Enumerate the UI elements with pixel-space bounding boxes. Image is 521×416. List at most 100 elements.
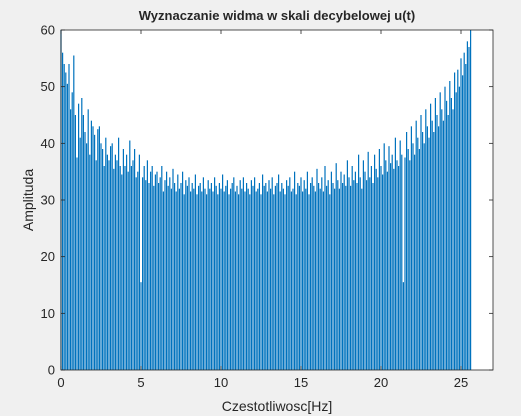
- bar: [92, 126, 94, 370]
- bar: [430, 103, 432, 371]
- chart-title: Wyznaczanie widma w skali decybelowej u(…: [139, 8, 415, 23]
- bar: [332, 183, 334, 370]
- bar: [166, 171, 168, 370]
- bar: [81, 98, 83, 370]
- bar: [313, 185, 315, 370]
- bar: [129, 140, 131, 370]
- bar: [122, 149, 124, 370]
- bar: [204, 188, 206, 370]
- bar: [426, 126, 428, 370]
- bar: [246, 183, 248, 370]
- bar: [202, 177, 204, 370]
- bar: [431, 120, 433, 370]
- bar: [450, 98, 452, 370]
- bar: [199, 183, 201, 370]
- bar: [196, 194, 198, 370]
- bar: [242, 177, 244, 370]
- bar: [244, 191, 246, 370]
- bar: [380, 166, 382, 370]
- bar: [470, 30, 472, 370]
- bar: [274, 185, 276, 370]
- bar: [164, 180, 166, 370]
- bar: [258, 183, 260, 370]
- bar: [209, 188, 211, 370]
- bar: [438, 126, 440, 370]
- bar: [268, 180, 270, 370]
- bar: [174, 183, 176, 370]
- bar: [74, 115, 76, 370]
- bar: [113, 168, 115, 370]
- bar: [231, 183, 233, 370]
- bar: [286, 180, 288, 370]
- bar: [409, 160, 411, 370]
- bar: [217, 194, 219, 370]
- bar: [86, 143, 88, 370]
- bar: [62, 52, 64, 371]
- bar: [415, 120, 417, 370]
- bar: [290, 191, 292, 370]
- bar: [402, 282, 404, 370]
- bar: [321, 177, 323, 370]
- bar: [462, 75, 464, 370]
- y-tick-label: 0: [48, 363, 55, 378]
- bar: [455, 92, 457, 370]
- bar: [228, 194, 230, 370]
- bar: [366, 180, 368, 370]
- bar: [420, 115, 422, 370]
- bar: [254, 177, 256, 370]
- bar: [225, 185, 227, 370]
- bar: [66, 83, 68, 370]
- bar: [255, 191, 257, 370]
- bar: [178, 188, 180, 370]
- bar: [105, 137, 107, 370]
- bar: [388, 146, 390, 370]
- bar: [265, 183, 267, 370]
- bar: [273, 194, 275, 370]
- bar: [158, 183, 160, 370]
- bar: [132, 160, 134, 370]
- bar: [406, 132, 408, 370]
- bar: [108, 160, 110, 370]
- bar: [119, 166, 121, 370]
- bar: [252, 185, 254, 370]
- bar: [458, 86, 460, 371]
- bar: [367, 151, 369, 370]
- bar: [308, 194, 310, 370]
- bar: [414, 154, 416, 370]
- bar: [306, 171, 308, 370]
- bar: [287, 185, 289, 370]
- bar: [311, 177, 313, 370]
- bar: [326, 185, 328, 370]
- bar: [82, 115, 84, 370]
- bar: [97, 129, 99, 370]
- bar: [378, 149, 380, 370]
- bar: [143, 166, 145, 370]
- bar: [434, 98, 436, 370]
- bar: [401, 154, 403, 370]
- x-tick-label: 5: [137, 375, 144, 390]
- bar: [95, 160, 97, 370]
- bar: [234, 191, 236, 370]
- y-axis-label: Amplituda: [20, 169, 36, 231]
- bar: [334, 188, 336, 370]
- bar: [233, 177, 235, 370]
- bar: [145, 180, 147, 370]
- bar: [250, 180, 252, 370]
- bar: [342, 183, 344, 370]
- bar: [89, 154, 91, 370]
- bar: [404, 157, 406, 370]
- bar: [116, 160, 118, 370]
- bar: [162, 191, 164, 370]
- bar: [76, 157, 78, 370]
- y-tick-label: 40: [41, 136, 55, 151]
- bar: [103, 166, 105, 370]
- bar: [68, 64, 70, 370]
- bar: [335, 163, 337, 370]
- bar: [140, 282, 142, 370]
- bar: [394, 137, 396, 370]
- bar: [423, 143, 425, 370]
- bar: [172, 168, 174, 370]
- bar: [138, 154, 140, 370]
- bar: [206, 194, 208, 370]
- bar: [463, 52, 465, 371]
